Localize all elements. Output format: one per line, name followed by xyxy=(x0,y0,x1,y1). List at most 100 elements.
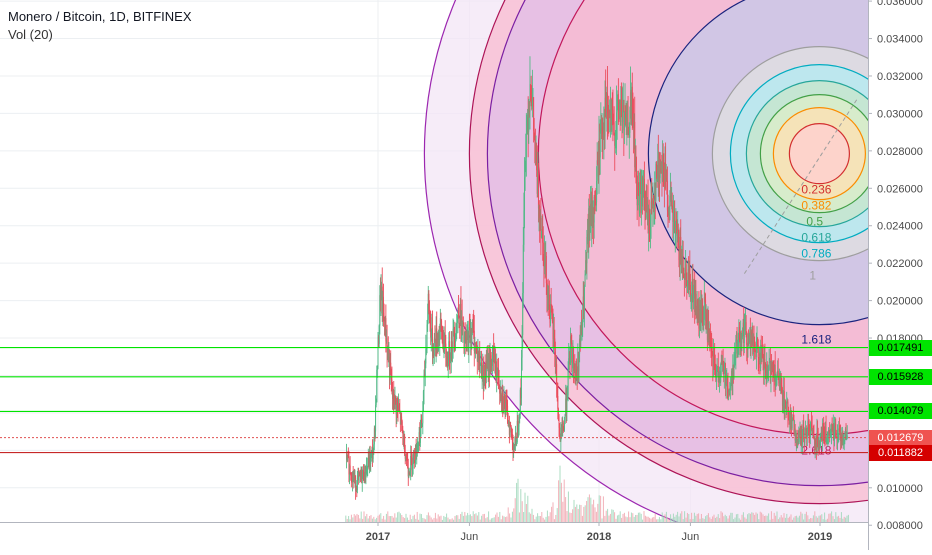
volume-bar xyxy=(455,515,457,522)
candle-body xyxy=(435,340,437,350)
volume-bar xyxy=(825,519,827,522)
candle-body xyxy=(376,369,378,403)
candle-body xyxy=(736,333,738,349)
candle-body xyxy=(420,418,422,429)
candle-body xyxy=(687,268,689,286)
candle-body xyxy=(725,384,727,386)
candle-body xyxy=(691,279,693,294)
candle-body xyxy=(650,201,652,221)
candle-body xyxy=(557,396,559,409)
candle-body xyxy=(711,352,713,354)
candle-body xyxy=(785,404,787,408)
volume-bar xyxy=(787,517,789,522)
candle-body xyxy=(751,335,753,343)
volume-bar xyxy=(776,511,778,522)
candle-body xyxy=(553,330,555,339)
fib-circle-0.236 xyxy=(788,123,850,185)
candle-body xyxy=(533,130,535,136)
candle-body xyxy=(385,338,387,342)
candle-body xyxy=(584,274,586,287)
candle-body xyxy=(751,331,753,343)
candle-body xyxy=(520,389,522,399)
volume-bar xyxy=(461,511,463,522)
candle-body xyxy=(606,93,608,113)
candle-body xyxy=(646,200,648,210)
volume-bar xyxy=(369,515,371,522)
volume-bar xyxy=(546,510,548,522)
candle-body xyxy=(616,106,618,113)
candle-body xyxy=(633,116,635,128)
candle-body xyxy=(598,138,600,177)
candle-body xyxy=(569,351,571,365)
candle-body xyxy=(356,477,358,491)
volume-bar xyxy=(821,514,823,522)
candle-body xyxy=(395,396,397,402)
candle-body xyxy=(354,475,356,480)
time-tick-label: Jun xyxy=(682,531,700,543)
candle-body xyxy=(473,330,475,352)
candle-body xyxy=(441,332,443,335)
volume-bar xyxy=(615,518,617,522)
volume-bar xyxy=(516,482,518,522)
candle-body xyxy=(717,366,719,382)
volume-bar xyxy=(824,512,826,522)
candle-body xyxy=(821,428,823,442)
candle-body xyxy=(387,345,389,360)
candle-body xyxy=(421,423,423,427)
candle-body xyxy=(784,401,786,405)
candle-body xyxy=(362,470,364,475)
candle-body xyxy=(755,352,757,357)
candle-body xyxy=(840,430,842,441)
volume-bar xyxy=(679,513,681,522)
candle-body xyxy=(418,443,420,445)
candle-body xyxy=(803,426,805,440)
volume-bar xyxy=(608,515,610,522)
candle-body xyxy=(395,401,397,415)
candle-body xyxy=(373,428,375,445)
candle-body xyxy=(632,106,634,117)
candle-body xyxy=(597,160,599,165)
volume-bar xyxy=(720,511,722,522)
candle-body xyxy=(531,98,533,110)
candle-body xyxy=(727,385,729,393)
candle-body xyxy=(741,337,743,343)
candle-body xyxy=(608,112,610,119)
candle-body xyxy=(396,404,398,415)
volume-bar xyxy=(664,514,666,522)
candle-body xyxy=(493,345,495,356)
candle-body xyxy=(649,220,651,237)
volume-bar xyxy=(481,515,483,522)
candle-body xyxy=(792,418,794,420)
candle-body xyxy=(528,105,530,112)
volume-bar xyxy=(702,518,704,522)
candle-body xyxy=(713,354,715,359)
candle-body xyxy=(617,93,619,102)
candle-body xyxy=(562,422,564,427)
volume-bar xyxy=(822,519,824,522)
candle-body xyxy=(800,433,802,446)
volume-bar xyxy=(439,516,441,522)
candle-body xyxy=(617,93,619,107)
candle-body xyxy=(656,163,658,178)
volume-bar xyxy=(555,514,557,522)
candle-body xyxy=(350,473,352,476)
candle-body xyxy=(718,380,720,382)
candle-body xyxy=(730,384,732,388)
volume-bar xyxy=(695,515,697,522)
candle-body xyxy=(613,122,615,136)
candle-body xyxy=(535,152,537,165)
candle-body xyxy=(797,439,799,442)
volume-bar xyxy=(419,513,421,522)
volume-bar xyxy=(731,512,733,522)
candle-body xyxy=(426,324,428,349)
volume-bar xyxy=(734,517,736,522)
volume-bar xyxy=(755,512,757,522)
candle-body xyxy=(467,333,469,336)
candle-body xyxy=(519,414,521,417)
candle-body xyxy=(693,285,695,289)
candle-body xyxy=(516,442,518,445)
volume-bar xyxy=(374,519,376,522)
volume-bar xyxy=(614,512,616,522)
